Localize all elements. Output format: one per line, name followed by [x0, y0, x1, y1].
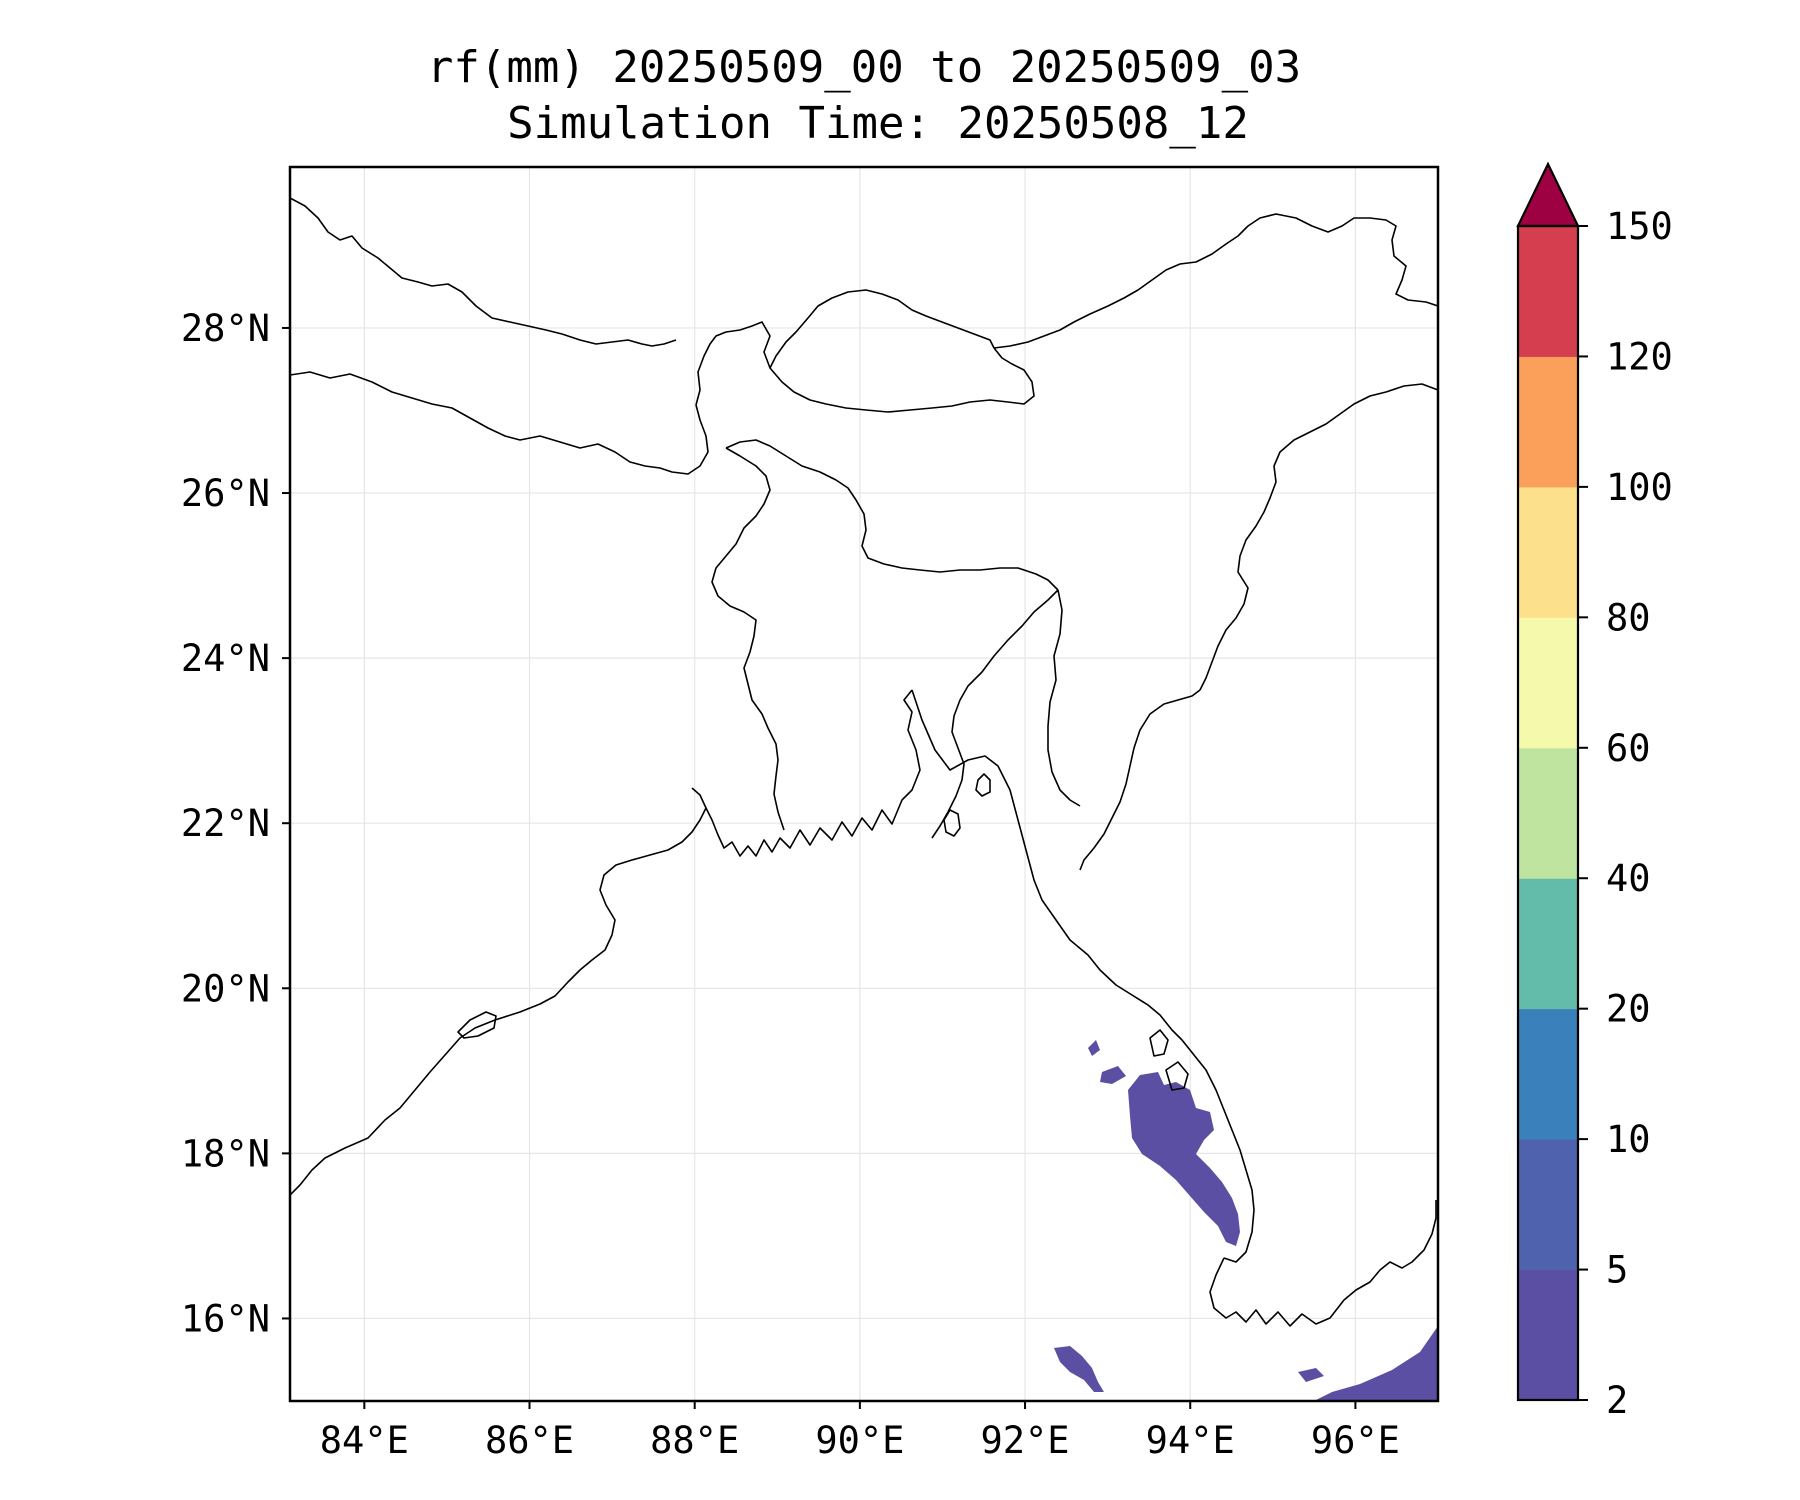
lake-chilika [457, 1011, 497, 1039]
colorbar-segment [1518, 356, 1578, 488]
colorbar-tick-label: 150 [1606, 205, 1673, 248]
coastline-chittagong-myanmar [911, 689, 1255, 1263]
colorbar-tick-label: 40 [1606, 857, 1651, 900]
rain-area-small-patch [1298, 1368, 1324, 1382]
colorbar-segment [1518, 226, 1578, 357]
y-tick-label: 26°N [181, 472, 270, 515]
colorbar-tick-label: 120 [1606, 335, 1673, 378]
colorbar-tick-label: 2 [1606, 1379, 1628, 1422]
rain-area-myanmar-coast [1128, 1072, 1240, 1246]
island-ramree [1165, 1061, 1189, 1091]
colorbar-tick-label: 20 [1606, 988, 1651, 1031]
border-nepal-north [290, 197, 677, 347]
x-tick-label: 92°E [980, 1419, 1069, 1462]
island-bhola [943, 809, 961, 837]
gridlines [290, 167, 1438, 1401]
border-sikkim-bhutan [695, 321, 1035, 413]
border-myanmar-india [1079, 689, 1201, 871]
colorbar-tick-label: 100 [1606, 466, 1673, 509]
rain-area-tiny-patch [1088, 1040, 1100, 1056]
x-tick-label: 84°E [320, 1419, 409, 1462]
colorbar-tick-label: 60 [1606, 727, 1651, 770]
border-bangladesh-north [725, 439, 1059, 591]
colorbar-tick-label: 80 [1606, 596, 1651, 639]
island-sandwip [975, 773, 991, 797]
x-tick-label: 88°E [650, 1419, 739, 1462]
coastline-india-east [290, 787, 707, 1196]
x-tick-label: 90°E [815, 1419, 904, 1462]
colorbar: 2 5 10 20 40 60 80 100 120 150 [1516, 161, 1673, 1422]
y-tick-label: 24°N [181, 637, 270, 680]
title-line-2: Simulation Time: 20250508_12 [507, 98, 1249, 149]
border-bhutan-north [769, 289, 995, 369]
x-tick-label: 96°E [1311, 1419, 1400, 1462]
map-frame [288, 165, 1440, 1403]
map-content [290, 197, 1438, 1401]
island-cheduba [1149, 1029, 1169, 1057]
border-bangladesh-east [931, 589, 1059, 839]
y-axis-ticks: 16°N 18°N 20°N 22°N 24°N 26°N 28°N [181, 307, 290, 1340]
colorbar-segment [1518, 1269, 1578, 1401]
rain-area-south-patch [1054, 1346, 1104, 1392]
colorbar-extend-arrow [1516, 161, 1580, 228]
colorbar-tick-label: 5 [1606, 1249, 1628, 1292]
border-tripura-mizoram [1047, 589, 1081, 807]
colorbar-segment [1518, 617, 1578, 749]
colorbar-tick-label: 10 [1606, 1118, 1651, 1161]
border-northeast-india-east [1199, 383, 1438, 691]
x-tick-label: 86°E [485, 1419, 574, 1462]
colorbar-segment [1518, 1139, 1578, 1271]
colorbar-segment [1518, 486, 1578, 618]
border-arunachal-north [993, 213, 1438, 349]
coastline-irrawaddy-delta [1209, 1200, 1437, 1327]
rain-area-offshore-fragment [1100, 1066, 1126, 1084]
rain-area-southeast-band [1314, 1326, 1438, 1401]
colorbar-segment [1518, 747, 1578, 879]
y-tick-label: 28°N [181, 307, 270, 350]
y-tick-label: 20°N [181, 967, 270, 1010]
border-bangladesh-west [711, 447, 785, 831]
colorbar-segment [1518, 1008, 1578, 1140]
title-line-1: rf(mm) 20250509_00 to 20250509_03 [427, 42, 1301, 93]
map-panel: 84°E 86°E 88°E 90°E 92°E 94°E 96°E 16°N 18°N 20°… [181, 165, 1440, 1462]
border-nepal-south [290, 371, 709, 475]
colorbar-segment [1518, 878, 1578, 1010]
y-tick-label: 22°N [181, 802, 270, 845]
coastline-bengal-delta [705, 689, 921, 857]
colorbar-frame [1516, 224, 1580, 1402]
rainfall-areas [1054, 1040, 1438, 1401]
coastlines-borders [290, 197, 1438, 1327]
y-tick-label: 18°N [181, 1132, 270, 1175]
map-background [290, 167, 1438, 1401]
y-tick-label: 16°N [181, 1297, 270, 1340]
x-axis-ticks: 84°E 86°E 88°E 90°E 92°E 94°E 96°E [320, 1401, 1400, 1462]
x-tick-label: 94°E [1146, 1419, 1235, 1462]
